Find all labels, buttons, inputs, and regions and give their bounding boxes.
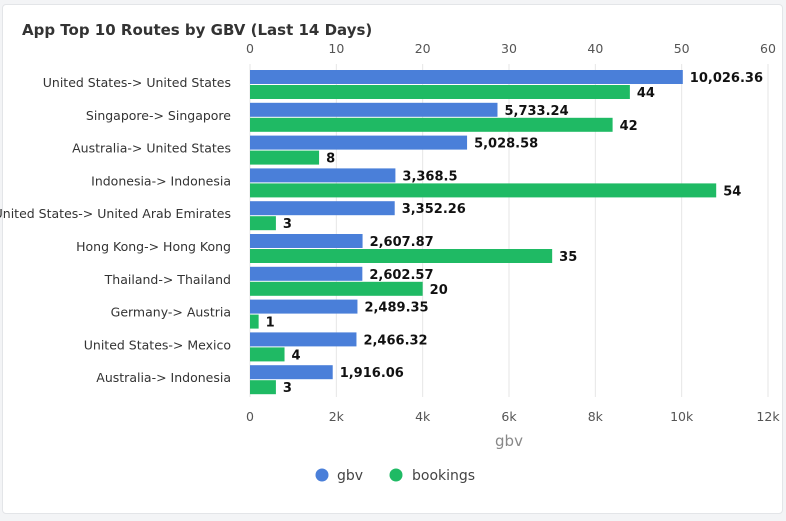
top-axis-tick-label: 40: [587, 41, 603, 56]
bar-gbv: [250, 168, 396, 183]
bar-bookings: [250, 314, 259, 329]
bar-bookings: [250, 183, 717, 198]
bar-gbv: [250, 299, 358, 314]
category-label: Singapore-> Singapore: [86, 108, 231, 123]
legend-bookings-label: bookings: [412, 468, 475, 484]
legend-bookings-marker: [389, 468, 403, 482]
x-axis-title: gbv: [495, 432, 523, 450]
bar-gbv: [250, 365, 333, 380]
data-label-bookings: 35: [559, 250, 577, 265]
category-label: Indonesia-> Indonesia: [91, 173, 231, 188]
category-label: Thailand-> Thailand: [104, 272, 231, 287]
top-axis-tick-label: 30: [501, 41, 517, 56]
data-label-bookings: 42: [620, 119, 638, 134]
bar-bookings: [250, 117, 613, 132]
category-label: Australia-> Indonesia: [96, 370, 231, 385]
bottom-axis-tick-label: 0: [246, 409, 254, 424]
bar-gbv: [250, 201, 395, 216]
bar-gbv: [250, 135, 468, 150]
bar-bookings: [250, 281, 423, 296]
data-label-gbv: 5,733.24: [504, 104, 568, 119]
top-axis-tick-label: 20: [415, 41, 431, 56]
bottom-axis-tick-label: 4k: [415, 409, 431, 424]
top-axis-tick-label: 10: [328, 41, 344, 56]
category-label: Australia-> United States: [72, 141, 231, 156]
data-label-gbv: 5,028.58: [474, 137, 538, 152]
bottom-axis-tick-label: 2k: [329, 409, 345, 424]
data-label-gbv: 2,602.57: [369, 268, 433, 283]
top-axis-tick-label: 60: [760, 41, 776, 56]
bottom-axis-tick-label: 10k: [670, 409, 694, 424]
data-label-bookings: 4: [292, 348, 301, 363]
chart-title: App Top 10 Routes by GBV (Last 14 Days): [22, 21, 373, 39]
category-label: United States-> United States: [43, 75, 231, 90]
data-label-bookings: 3: [283, 217, 292, 232]
category-label: United States-> Mexico: [84, 337, 231, 352]
bottom-axis-tick-label: 8k: [588, 409, 604, 424]
bar-bookings: [250, 347, 285, 362]
data-label-bookings: 20: [430, 283, 448, 298]
legend-gbv-marker: [315, 468, 329, 482]
bar-bookings: [250, 150, 320, 165]
data-label-gbv: 3,368.5: [402, 169, 457, 184]
data-label-bookings: 8: [326, 152, 335, 167]
legend-gbv-label: gbv: [337, 468, 363, 484]
bar-bookings: [250, 85, 630, 99]
data-label-gbv: 2,607.87: [370, 235, 434, 250]
category-label: United States-> United Arab Emirates: [0, 206, 231, 221]
top-axis-tick-label: 0: [246, 41, 254, 56]
bar-bookings: [250, 380, 276, 395]
category-label: Germany-> Austria: [111, 305, 231, 320]
data-label-bookings: 3: [283, 381, 292, 396]
data-label-bookings: 1: [266, 316, 275, 331]
bar-bookings: [250, 216, 276, 231]
bottom-axis-tick-label: 6k: [501, 409, 517, 424]
bar-gbv: [250, 102, 498, 117]
bar-gbv: [250, 70, 683, 84]
bottom-axis-tick-label: 12k: [756, 409, 780, 424]
data-label-gbv: 1,916.06: [340, 366, 404, 381]
category-label: Hong Kong-> Hong Kong: [76, 239, 231, 254]
data-label-gbv: 2,466.32: [363, 333, 427, 348]
bar-gbv: [250, 266, 363, 281]
data-label-bookings: 44: [637, 86, 655, 101]
bar-bookings: [250, 249, 553, 263]
bar-gbv: [250, 332, 357, 347]
bar-gbv: [250, 234, 363, 248]
data-label-gbv: 10,026.36: [690, 71, 763, 86]
data-label-bookings: 54: [723, 184, 741, 199]
top-axis-tick-label: 50: [674, 41, 690, 56]
data-label-gbv: 3,352.26: [402, 202, 466, 217]
data-label-gbv: 2,489.35: [364, 301, 428, 316]
